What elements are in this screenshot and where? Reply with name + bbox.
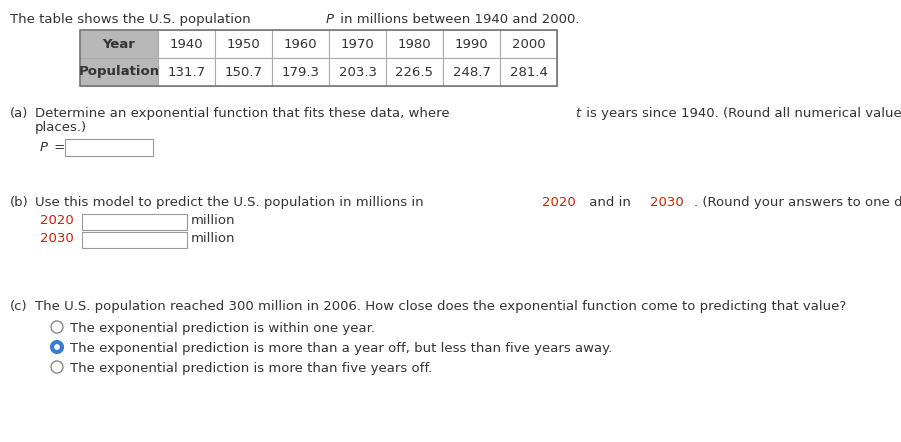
Text: . (Round your answers to one decimal place.): . (Round your answers to one decimal pla… [694,196,901,209]
Circle shape [51,321,63,333]
Bar [329,30,386,58]
Text: (a): (a) [10,107,28,120]
Bar [158,30,215,58]
Text: 2030: 2030 [651,196,684,209]
Text: 203.3: 203.3 [339,65,377,79]
Bar [386,30,443,58]
Text: The exponential prediction is within one year.: The exponential prediction is within one… [70,322,375,335]
Text: 1970: 1970 [341,38,375,50]
Text: 1990: 1990 [455,38,488,50]
Text: The table shows the U.S. population: The table shows the U.S. population [10,13,255,26]
Text: places.): places.) [35,121,87,134]
Text: 2030: 2030 [40,232,74,245]
Bar [65,139,153,156]
Bar [80,30,158,58]
Circle shape [51,341,63,353]
Text: Population: Population [78,65,159,79]
Bar [82,232,187,248]
Text: Year: Year [103,38,135,50]
Bar [329,58,386,86]
Text: P: P [326,13,334,26]
Bar [500,58,557,86]
Bar [215,30,272,58]
Text: in millions between 1940 and 2000.: in millions between 1940 and 2000. [336,13,579,26]
Text: 2000: 2000 [512,38,545,50]
Text: 1960: 1960 [284,38,317,50]
Bar [443,30,500,58]
Text: and in: and in [586,196,635,209]
Circle shape [51,361,63,373]
Text: The U.S. population reached 300 million in 2006. How close does the exponential : The U.S. population reached 300 million … [35,300,846,313]
Text: 281.4: 281.4 [510,65,548,79]
Bar [386,58,443,86]
Text: million: million [191,214,235,227]
Text: 1980: 1980 [397,38,432,50]
Text: =: = [50,141,66,154]
Text: 2020: 2020 [542,196,576,209]
Text: Use this model to predict the U.S. population in millions in: Use this model to predict the U.S. popul… [35,196,428,209]
Bar [443,58,500,86]
Text: 150.7: 150.7 [224,65,262,79]
Text: 1950: 1950 [227,38,260,50]
Bar [272,30,329,58]
Text: Determine an exponential function that fits these data, where: Determine an exponential function that f… [35,107,454,120]
Bar [215,58,272,86]
Text: 226.5: 226.5 [396,65,433,79]
Text: P: P [40,141,48,154]
Bar [272,58,329,86]
Text: The exponential prediction is more than a year off, but less than five years awa: The exponential prediction is more than … [70,342,613,355]
Bar [80,30,557,86]
Bar [158,58,215,86]
Text: 131.7: 131.7 [168,65,205,79]
Bar [82,214,187,230]
Bar [80,58,158,86]
Text: million: million [191,232,235,245]
Circle shape [54,344,59,350]
Text: The exponential prediction is more than five years off.: The exponential prediction is more than … [70,362,432,375]
Text: 248.7: 248.7 [452,65,490,79]
Text: 2020: 2020 [40,214,74,227]
Bar [500,30,557,58]
Text: (c): (c) [10,300,28,313]
Text: 179.3: 179.3 [281,65,320,79]
Text: (b): (b) [10,196,29,209]
Text: is years since 1940. (Round all numerical values to three decimal: is years since 1940. (Round all numerica… [582,107,901,120]
Text: 1940: 1940 [169,38,204,50]
Text: t: t [576,107,581,120]
